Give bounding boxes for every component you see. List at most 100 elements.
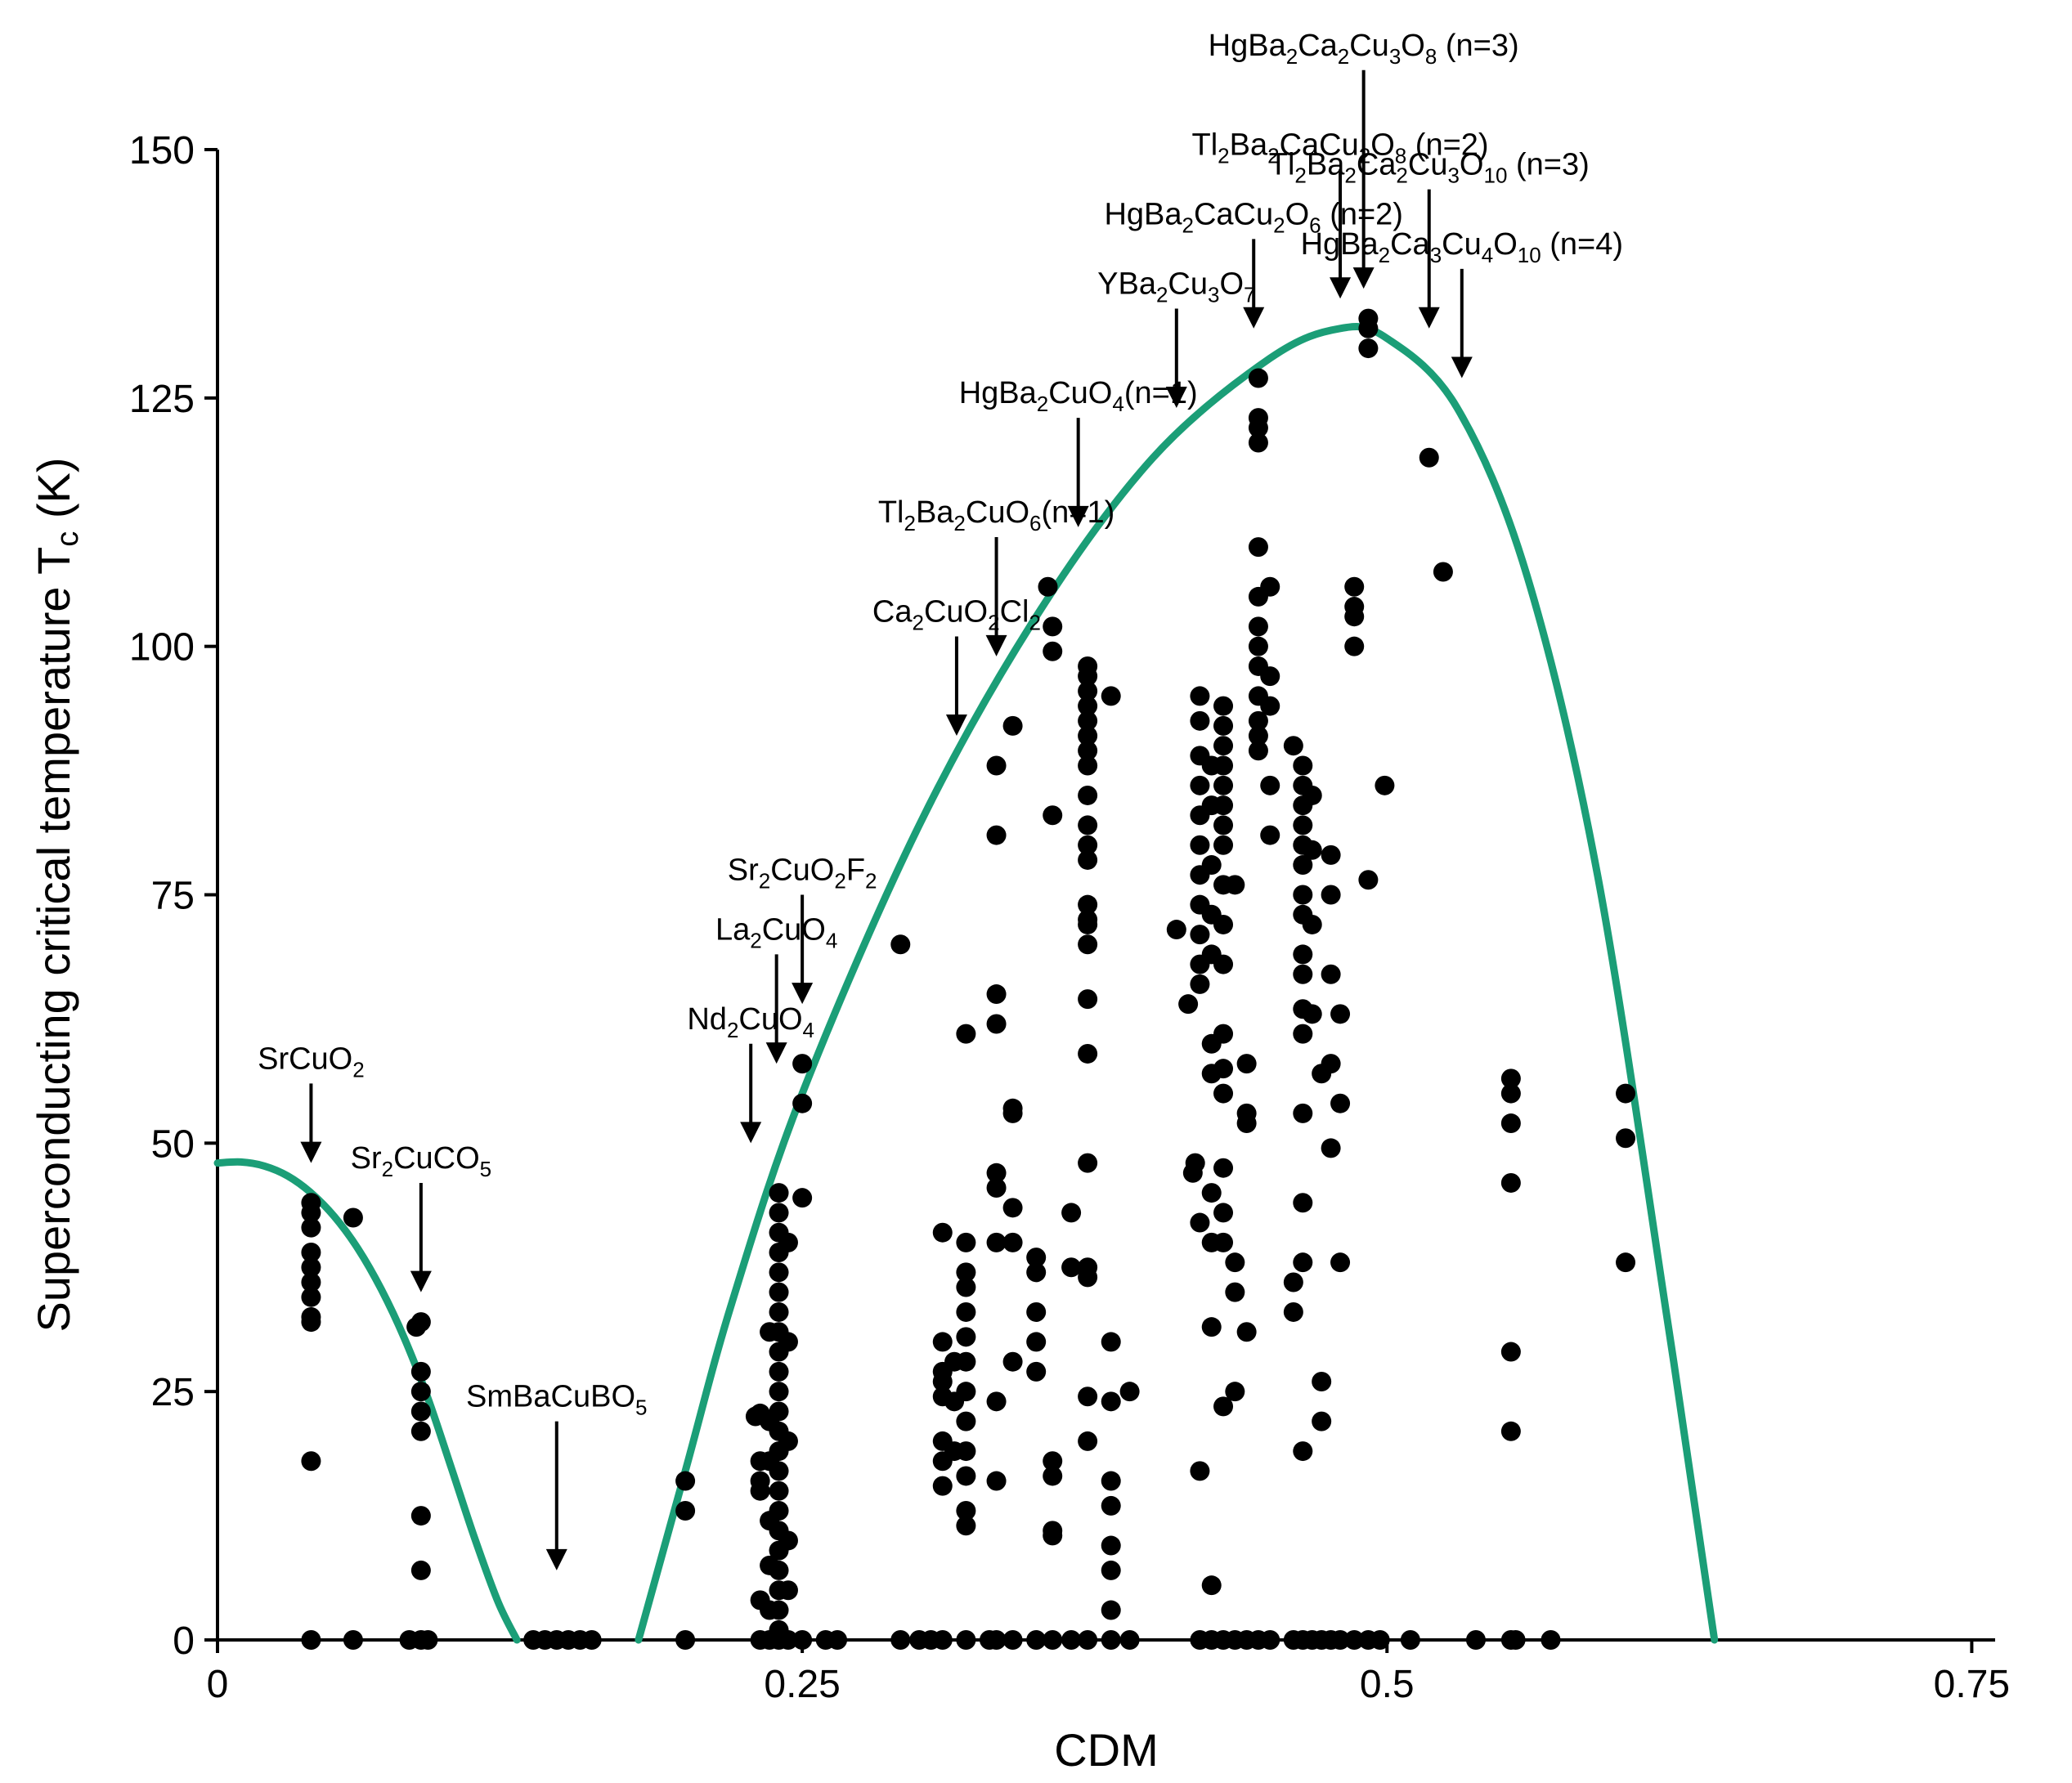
data-point [1248, 368, 1268, 388]
data-point [1201, 1317, 1222, 1337]
data-point [675, 1471, 696, 1491]
data-point [1248, 710, 1268, 731]
annotation-subscript: 8 [1425, 44, 1437, 69]
annotation-text: Cu [1442, 227, 1482, 262]
data-point [1293, 1441, 1313, 1462]
annotation-arrow-head [1418, 307, 1440, 329]
annotation-text: CaCu [1194, 197, 1273, 231]
annotation-text: Ba [1307, 148, 1345, 182]
data-point [1213, 815, 1234, 836]
annotation-subscript: 2 [759, 869, 770, 894]
annotation: Tl2Ba2CuO6(n=1) [878, 495, 1114, 656]
data-point [1302, 914, 1322, 934]
data-point [956, 1351, 976, 1372]
annotation-label: HgBa2CuO4(n=1) [959, 376, 1198, 416]
annotation-subscript: 2 [953, 511, 965, 535]
data-point [1101, 1332, 1121, 1352]
data-point [956, 1024, 976, 1044]
data-point [1101, 1560, 1121, 1580]
annotation-subscript: 2 [1338, 44, 1349, 69]
annotation-label: Sr2CuCO5 [351, 1141, 492, 1181]
annotation-arrow-head [410, 1270, 432, 1292]
annotation-text: (n=2) [1406, 128, 1488, 162]
annotation-text: O [1401, 29, 1425, 63]
data-point [1225, 1282, 1245, 1302]
data-point [1330, 1630, 1351, 1650]
annotation-text: O [1219, 267, 1244, 301]
annotation-subscript: 4 [826, 928, 837, 952]
data-point [410, 1421, 431, 1441]
data-point [1302, 1004, 1322, 1024]
annotation-subscript: 2 [834, 869, 845, 894]
data-point [1166, 920, 1186, 940]
data-point [1225, 1252, 1245, 1273]
annotation-label: HgBa2Ca2Cu3O8 (n=3) [1209, 29, 1519, 69]
annotation-text: Cu [1349, 29, 1389, 63]
data-point [769, 1361, 789, 1382]
data-point [1002, 1232, 1023, 1252]
data-point [1312, 1411, 1332, 1431]
y-tick-label: 0 [173, 1619, 195, 1663]
data-point [1293, 755, 1313, 776]
data-point [1002, 715, 1023, 736]
annotation-text: CuO [738, 1002, 802, 1037]
data-point [792, 1188, 813, 1208]
data-point [1260, 775, 1280, 795]
data-point [986, 984, 1007, 1005]
data-point [410, 1506, 431, 1526]
annotation-subscript: 2 [1182, 213, 1194, 237]
annotation-subscript: 2 [1029, 611, 1040, 635]
data-point [1344, 576, 1365, 597]
data-point [778, 1630, 798, 1650]
annotation-text: Ca [872, 595, 913, 629]
x-axis-label: CDM [1054, 1724, 1159, 1776]
annotation-arrow-head [300, 1141, 322, 1163]
annotation-label: Tl2Ba2CaCu2O8 (n=2) [1192, 128, 1489, 168]
data-point [1078, 914, 1098, 934]
data-point [932, 1630, 953, 1650]
data-point [418, 1630, 438, 1650]
annotation-text: Cu [1168, 267, 1208, 301]
annotation-text: Cl [1000, 595, 1029, 629]
annotation-text: Ca [1390, 227, 1430, 262]
data-points [301, 308, 1636, 1650]
data-point [1038, 576, 1058, 597]
data-point [1101, 1600, 1121, 1620]
data-point [778, 1530, 798, 1551]
annotation-text: HgBa [1301, 227, 1379, 262]
annotation-text: Sr [351, 1141, 382, 1176]
data-point [1178, 994, 1199, 1015]
data-point [769, 1203, 789, 1223]
data-point [1321, 1138, 1341, 1158]
data-point [1344, 1630, 1365, 1650]
data-point [410, 1312, 431, 1333]
data-point [1500, 1113, 1521, 1134]
data-point [1321, 1054, 1341, 1074]
data-point [1213, 1158, 1234, 1178]
data-point [1321, 885, 1341, 905]
annotation-subscript: 2 [1037, 392, 1048, 416]
data-point [1190, 775, 1210, 795]
data-point [769, 1183, 789, 1203]
data-point [769, 1401, 789, 1422]
annotation-subscript: 3 [1389, 44, 1401, 69]
annotation-text: (n=3) [1507, 148, 1589, 182]
annotation-subscript: 4 [803, 1018, 814, 1042]
data-point [890, 934, 911, 955]
data-point [1248, 741, 1268, 761]
annotation-subscript: 6 [1309, 213, 1321, 237]
data-point [1616, 1128, 1636, 1149]
annotation-subscript: 5 [480, 1157, 491, 1181]
data-point [986, 1391, 1007, 1412]
data-point [1043, 805, 1063, 826]
y-axis-label-suffix: (K) [28, 458, 79, 531]
data-point [778, 1332, 798, 1352]
data-point [1119, 1382, 1140, 1402]
data-point [410, 1401, 431, 1422]
data-point [301, 1451, 321, 1472]
data-point [1248, 616, 1268, 637]
annotation-label: Nd2CuO4 [687, 1002, 814, 1042]
annotation-label: HgBa2Ca3Cu4O10 (n=4) [1301, 227, 1623, 267]
data-point [1358, 318, 1379, 338]
